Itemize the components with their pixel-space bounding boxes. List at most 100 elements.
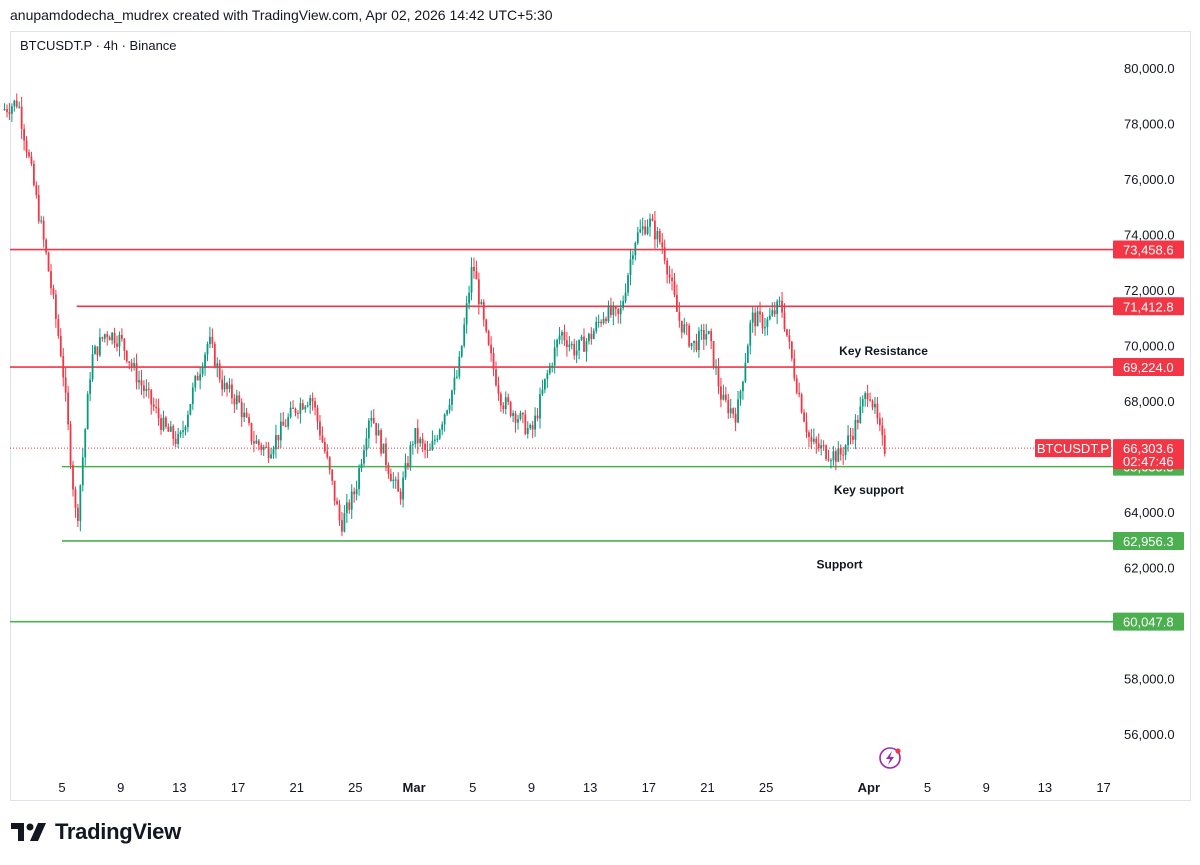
candle-body	[255, 440, 258, 444]
candle-body	[226, 383, 228, 390]
candle-body	[355, 489, 358, 495]
candle-body	[389, 473, 392, 482]
candle-body	[776, 301, 779, 315]
candle-body	[30, 156, 33, 164]
candle-body	[37, 194, 40, 222]
candle-body	[683, 324, 686, 333]
candle-body	[45, 239, 48, 253]
candle-body	[18, 106, 21, 108]
y-tick-label: 80,000.0	[1124, 61, 1175, 76]
annotation-text[interactable]: Support	[817, 558, 863, 572]
candle-body	[323, 441, 326, 452]
price-label-text: 60,047.8	[1123, 615, 1174, 630]
annotation-text[interactable]: Key support	[834, 483, 904, 497]
candle-body	[656, 230, 659, 240]
candle-body	[827, 459, 830, 461]
candle-body	[438, 429, 441, 439]
y-tick-label: 70,000.0	[1124, 339, 1175, 354]
y-axis: 80,000.0 78,000.0 76,000.0 74,000.0 72,000.0…	[1124, 61, 1175, 742]
candle-body	[72, 465, 74, 490]
candle-body	[57, 318, 60, 336]
candle-body	[688, 325, 691, 347]
candle-body	[509, 402, 512, 416]
annotation-text[interactable]: Key Resistance	[839, 344, 928, 358]
candle-body	[211, 336, 214, 344]
candle-body	[839, 448, 842, 455]
candle-body	[419, 438, 422, 444]
candle-body	[673, 280, 676, 295]
candle-body	[881, 425, 884, 436]
candle-body	[394, 479, 397, 481]
x-tick-label: Apr	[858, 780, 880, 795]
countdown-text: 02:47:46	[1123, 454, 1174, 469]
candle-body	[766, 319, 769, 328]
candle-body	[866, 393, 869, 400]
candle-body	[209, 336, 211, 345]
candle-body	[490, 344, 492, 354]
y-tick-label: 72,000.0	[1124, 283, 1175, 298]
candle-body	[617, 308, 620, 315]
candle-body	[590, 333, 593, 339]
candle-body	[301, 403, 304, 410]
x-tick-label: 9	[528, 780, 535, 795]
price-label-box	[1113, 297, 1184, 316]
candle-body	[852, 436, 854, 440]
candle-body	[81, 457, 84, 486]
candle-body	[238, 395, 241, 403]
candle-body	[89, 379, 92, 394]
candle-body	[367, 420, 370, 439]
candle-body	[514, 413, 517, 423]
candle-body	[722, 394, 725, 400]
candle-body	[182, 430, 184, 433]
candle-body	[592, 331, 595, 339]
candle-body	[764, 327, 766, 329]
candle-body	[387, 464, 390, 474]
candle-body	[292, 407, 294, 409]
candle-body	[13, 100, 16, 107]
candle-body	[658, 230, 661, 243]
candle-body	[59, 335, 62, 357]
candle-body	[629, 259, 632, 276]
candle-body	[837, 448, 840, 462]
candle-body	[277, 434, 280, 441]
candle-body	[358, 468, 360, 490]
candle-body	[810, 437, 813, 442]
candle-body	[573, 343, 576, 356]
candle-body	[130, 362, 133, 367]
candle-body	[6, 109, 8, 113]
candle-body	[341, 520, 343, 532]
candle-body	[512, 413, 515, 416]
candle-body	[174, 438, 177, 444]
candle-body	[448, 404, 451, 411]
symbol-legend[interactable]: BTCUSDT.P · 4h · Binance	[20, 38, 177, 53]
candle-body	[416, 428, 419, 444]
candle-body	[859, 406, 862, 423]
tradingview-wordmark: TradingView	[55, 819, 181, 844]
candle-body	[397, 479, 400, 492]
x-tick-label: 5	[469, 780, 476, 795]
candle-body	[121, 334, 123, 339]
candle-body	[118, 334, 121, 347]
candle-body	[365, 438, 368, 451]
candle-body	[754, 312, 757, 327]
candle-body	[360, 463, 363, 469]
candle-body	[487, 331, 490, 345]
candle-body	[553, 347, 556, 366]
price-label-box	[1113, 612, 1184, 631]
replay-icon[interactable]	[879, 747, 901, 769]
candle-body	[864, 393, 867, 399]
candle-body	[113, 332, 116, 344]
candle-body	[465, 303, 468, 325]
candle-body	[402, 477, 404, 500]
candle-body	[297, 412, 299, 414]
candle-body	[177, 434, 180, 444]
candle-body	[15, 100, 18, 107]
candle-body	[40, 220, 43, 222]
candle-body	[712, 341, 715, 368]
chart-frame	[10, 31, 1191, 801]
x-tick-label: 17	[231, 780, 245, 795]
candle-body	[221, 379, 224, 390]
candle-body	[744, 362, 747, 382]
candle-body	[245, 412, 248, 418]
